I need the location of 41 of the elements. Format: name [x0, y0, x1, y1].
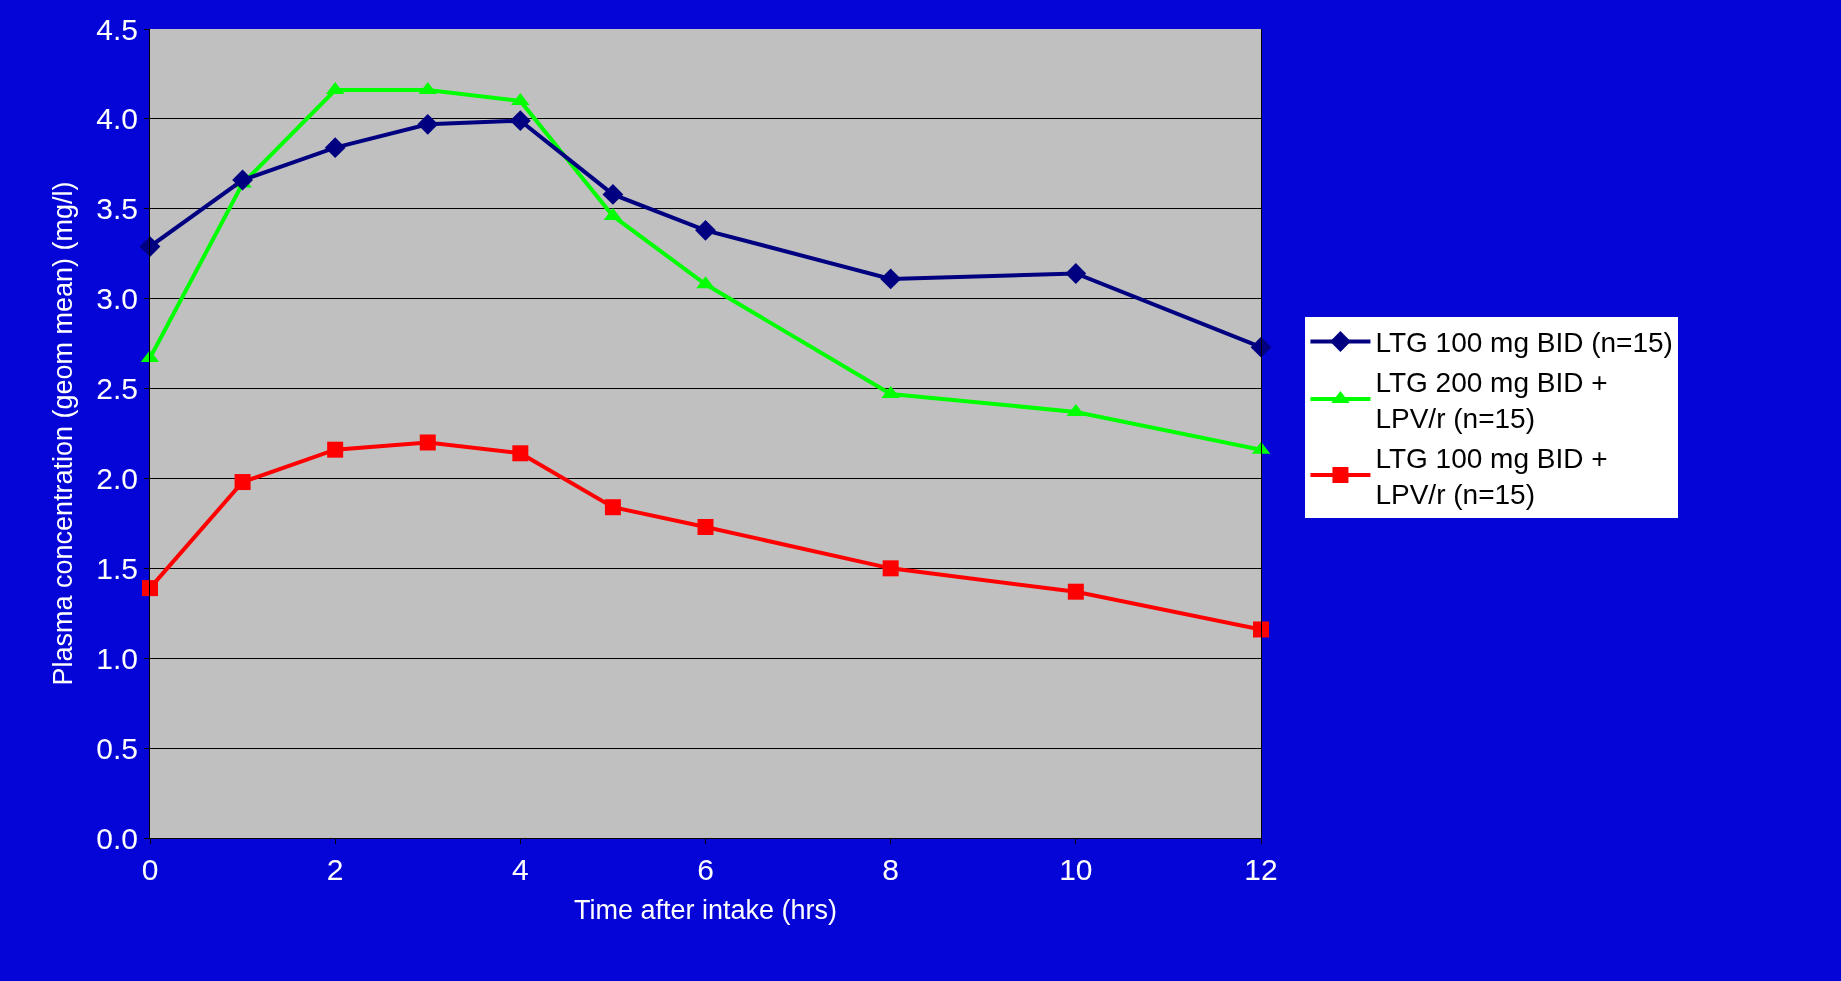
x-tick-label: 10 [1059, 853, 1093, 886]
y-tick-label: 4.5 [96, 12, 138, 46]
y-tick-label: 2.0 [96, 461, 138, 495]
point [1065, 263, 1087, 284]
point [327, 441, 344, 458]
point [324, 137, 346, 159]
point [419, 434, 436, 451]
point [1253, 621, 1269, 638]
y-tick-label: 2.5 [96, 372, 138, 406]
point [604, 499, 621, 516]
y-tick-label: 0.0 [96, 821, 138, 855]
point [417, 113, 439, 135]
point [695, 219, 716, 241]
y-tick-label: 1.0 [96, 641, 138, 675]
point [697, 518, 714, 535]
point [232, 169, 253, 191]
y-tick-label: 4.0 [96, 102, 138, 136]
point [602, 184, 624, 205]
y-tick-label: 1.5 [96, 551, 138, 585]
y-tick-label: 3.5 [96, 192, 138, 226]
x-tick-label: 12 [1244, 853, 1278, 886]
point [880, 268, 902, 290]
point [509, 110, 531, 132]
y-tick-label: 3.0 [96, 282, 138, 316]
point [1250, 336, 1272, 358]
legend-label: LTG 100 mg BID + LPV/r (n=15) [1375, 442, 1608, 511]
point [142, 580, 158, 597]
point [1067, 583, 1084, 600]
y-tick-label: 0.5 [96, 731, 138, 765]
point [882, 560, 899, 577]
x-axis-title: Time after intake (hrs) [573, 895, 838, 926]
y-axis-title: Plasma concentration (geom mean) (mg/l) [48, 181, 79, 686]
x-tick-label: 8 [882, 853, 900, 886]
legend-label: LTG 200 mg BID + LPV/r (n=15) [1375, 366, 1608, 435]
x-tick-label: 6 [697, 853, 714, 886]
point [234, 474, 251, 491]
x-tick-label: 2 [326, 853, 344, 886]
x-tick-label: 0 [141, 853, 159, 886]
point [512, 445, 529, 462]
x-tick-label: 4 [511, 853, 529, 886]
legend-label: LTG 100 mg BID (n=15) [1375, 327, 1673, 359]
